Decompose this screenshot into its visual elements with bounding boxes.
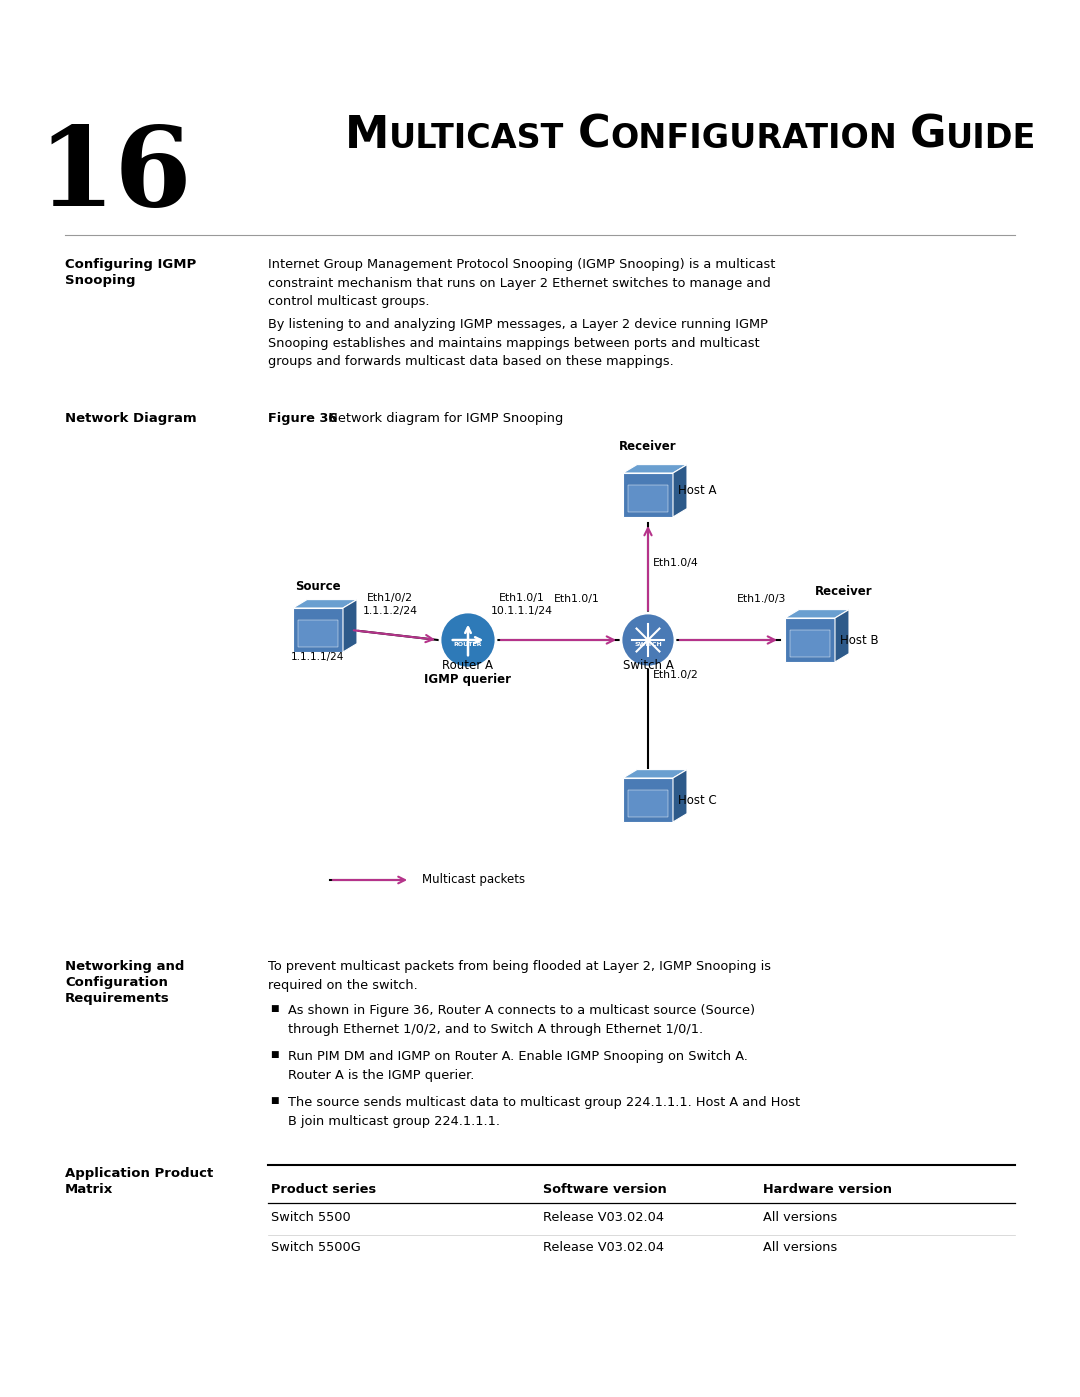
Text: Host A: Host A [678, 483, 716, 496]
Text: All versions: All versions [762, 1241, 837, 1255]
Text: Network Diagram: Network Diagram [65, 412, 197, 425]
Text: Matrix: Matrix [65, 1183, 113, 1196]
Text: All versions: All versions [762, 1211, 837, 1224]
Text: Switch A: Switch A [623, 659, 673, 672]
Text: IGMP querier: IGMP querier [424, 673, 512, 686]
Text: Eth1./0/3: Eth1./0/3 [737, 594, 786, 604]
Text: ONFIGURATION: ONFIGURATION [610, 122, 897, 155]
Text: Requirements: Requirements [65, 992, 170, 1004]
Text: Configuration: Configuration [65, 977, 167, 989]
Polygon shape [293, 608, 343, 652]
Text: ULTICAST: ULTICAST [390, 122, 565, 155]
Circle shape [440, 612, 496, 668]
Polygon shape [293, 599, 357, 608]
Text: By listening to and analyzing IGMP messages, a Layer 2 device running IGMP
Snoop: By listening to and analyzing IGMP messa… [268, 319, 768, 367]
Text: Hardware version: Hardware version [762, 1183, 892, 1196]
Text: Eth1/0/2: Eth1/0/2 [367, 592, 413, 604]
Polygon shape [785, 617, 835, 662]
Text: Eth1.0/1: Eth1.0/1 [499, 592, 545, 604]
Text: UIDE: UIDE [946, 122, 1037, 155]
Text: 16: 16 [38, 122, 192, 229]
Text: Host B: Host B [840, 633, 879, 647]
Polygon shape [623, 770, 687, 778]
Text: Eth1.0/2: Eth1.0/2 [653, 671, 699, 680]
Polygon shape [343, 599, 357, 652]
Circle shape [621, 613, 675, 666]
Text: Snooping: Snooping [65, 274, 135, 286]
Text: M: M [345, 115, 390, 156]
Text: Switch 5500: Switch 5500 [271, 1211, 351, 1224]
Text: Multicast packets: Multicast packets [422, 873, 525, 887]
Text: Networking and: Networking and [65, 960, 185, 972]
Text: G: G [909, 115, 946, 156]
Text: As shown in Figure 36, Router A connects to a multicast source (Source)
through : As shown in Figure 36, Router A connects… [288, 1004, 755, 1035]
Text: 1.1.1.1/24: 1.1.1.1/24 [292, 652, 345, 662]
Text: Host C: Host C [678, 793, 717, 806]
Text: 10.1.1.1/24: 10.1.1.1/24 [491, 606, 553, 616]
Text: To prevent multicast packets from being flooded at Layer 2, IGMP Snooping is
req: To prevent multicast packets from being … [268, 960, 771, 992]
Text: Software version: Software version [543, 1183, 666, 1196]
Text: ■: ■ [270, 1097, 279, 1105]
Text: Product series: Product series [271, 1183, 376, 1196]
Text: Release V03.02.04: Release V03.02.04 [543, 1211, 664, 1224]
Text: The source sends multicast data to multicast group 224.1.1.1. Host A and Host
B : The source sends multicast data to multi… [288, 1097, 800, 1127]
Polygon shape [789, 630, 831, 657]
Text: ■: ■ [270, 1051, 279, 1059]
Polygon shape [835, 609, 849, 662]
Text: Figure 36: Figure 36 [268, 412, 337, 425]
Text: Eth1.0/1: Eth1.0/1 [554, 594, 600, 604]
Text: Internet Group Management Protocol Snooping (IGMP Snooping) is a multicast
const: Internet Group Management Protocol Snoop… [268, 258, 775, 307]
Polygon shape [785, 609, 849, 617]
Polygon shape [623, 474, 673, 517]
Polygon shape [623, 778, 673, 821]
Text: Router A: Router A [443, 659, 494, 672]
Text: Run PIM DM and IGMP on Router A. Enable IGMP Snooping on Switch A.
Router A is t: Run PIM DM and IGMP on Router A. Enable … [288, 1051, 747, 1081]
Text: Release V03.02.04: Release V03.02.04 [543, 1241, 664, 1255]
Text: Application Product: Application Product [65, 1166, 213, 1180]
Text: 1.1.1.2/24: 1.1.1.2/24 [363, 606, 418, 616]
Text: Receiver: Receiver [815, 585, 873, 598]
Text: Switch 5500G: Switch 5500G [271, 1241, 361, 1255]
Text: ■: ■ [270, 1004, 279, 1013]
Text: Network diagram for IGMP Snooping: Network diagram for IGMP Snooping [320, 412, 564, 425]
Polygon shape [298, 620, 338, 647]
Polygon shape [627, 485, 669, 511]
Polygon shape [673, 770, 687, 821]
Text: C: C [578, 115, 610, 156]
Text: Configuring IGMP: Configuring IGMP [65, 258, 197, 271]
Text: Source: Source [295, 580, 341, 592]
Text: SWITCH: SWITCH [634, 641, 662, 647]
Text: Receiver: Receiver [619, 440, 677, 453]
Text: ROUTER: ROUTER [454, 641, 483, 647]
Polygon shape [623, 465, 687, 474]
Polygon shape [627, 789, 669, 817]
Polygon shape [673, 465, 687, 517]
Text: Eth1.0/4: Eth1.0/4 [653, 557, 699, 569]
